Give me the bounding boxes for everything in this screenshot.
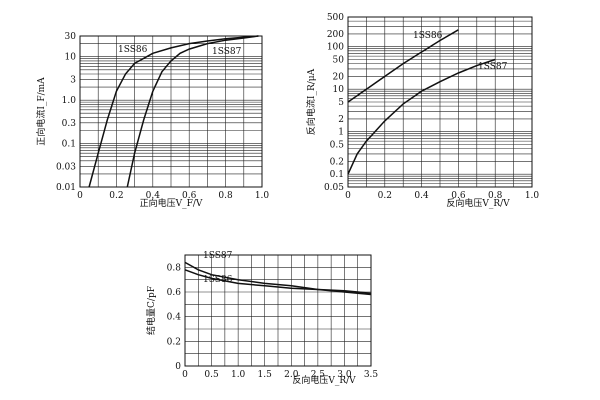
chart-panel-1: 0 0.2 0.4 0.6 0.8 1.0 0.01 0.03 0.1 0.3 1.0 3 10 30 正向… [35, 32, 269, 209]
y-tick-label: 10 [65, 53, 77, 63]
series-label-1ss86: 1SS86 [203, 275, 233, 285]
series-label-1ss87: 1SS87 [203, 251, 233, 261]
x-tick-label: 0.6 [182, 191, 197, 201]
x-tick-label: 1.5 [258, 370, 273, 380]
y-tick-label: 0.8 [167, 263, 182, 273]
y-tick-label: 0.01 [56, 183, 76, 193]
y-tick-label: 0.1 [330, 170, 344, 180]
y-tick-label: 0.05 [324, 183, 344, 193]
x-axis-label: 正向电压V_F/V [140, 197, 203, 209]
y-tick-label: 50 [333, 56, 345, 66]
grid [184, 254, 372, 367]
y-tick-label: 200 [327, 30, 344, 40]
plot-frame [184, 254, 372, 367]
x-tick-label: 0.5 [204, 370, 219, 380]
y-tick-label: 0 [175, 362, 181, 372]
y-tick-label: 30 [65, 32, 77, 42]
x-tick-label: 1.0 [231, 370, 246, 380]
y-axis-label: 结电量C/pF [145, 286, 157, 335]
y-axis-label: 正向电流I_F/mA [35, 77, 47, 146]
x-tick-label: 0.4 [414, 191, 429, 201]
y-tick-label: 20 [333, 72, 345, 82]
y-tick-label: 0.1 [62, 140, 76, 150]
x-tick-label: 0.8 [488, 191, 503, 201]
x-tick-label: 2.5 [311, 370, 326, 380]
series-line-1ss87 [347, 58, 496, 175]
y-tick-label: 2 [338, 115, 344, 125]
x-tick-label: 0.8 [218, 191, 233, 201]
x-axis-label: 反向电压V_R/V [446, 197, 510, 209]
y-axis-label: 反向电流I_R/μA [305, 68, 317, 135]
y-tick-label: 0.5 [330, 141, 345, 151]
y-tick-label: 0.03 [56, 162, 76, 172]
x-tick-label: 3.5 [364, 370, 379, 380]
y-tick-label: 1 [338, 128, 344, 138]
x-tick-label: 0.6 [451, 191, 466, 201]
x-tick-label: 0.2 [378, 191, 392, 201]
chart-panel-2: 0 0.2 0.4 0.6 0.8 1.0 0.05 0.1 0.2 0.5 1 2 5 10 20 50 10… [305, 13, 539, 209]
y-tick-label: 1.0 [62, 96, 77, 106]
x-tick-label: 0.4 [146, 191, 161, 201]
x-tick-label: 2.0 [284, 370, 299, 380]
series-label-1ss87: 1SS87 [212, 47, 242, 57]
x-tick-label: 1.0 [525, 191, 540, 201]
series-label-1ss86: 1SS86 [118, 45, 148, 55]
x-tick-label: 0 [345, 191, 351, 201]
y-tick-label: 0.2 [330, 157, 344, 167]
grid [79, 35, 263, 188]
y-tick-label: 0.4 [167, 313, 182, 323]
y-tick-label: 500 [327, 13, 344, 23]
x-tick-label: 3.0 [337, 370, 352, 380]
plot-frame [79, 35, 263, 188]
grid [347, 16, 533, 188]
x-tick-label: 0 [77, 191, 83, 201]
series-line-1ss86 [347, 29, 459, 103]
x-tick-label: 1.0 [255, 191, 270, 201]
series-line-1ss86 [184, 269, 372, 294]
chart-panel-3: 0 0.5 1.0 1.5 2.0 2.5 3.0 3.5 0 0.2 0.4 0.6 0.8 反向电压V… [145, 251, 378, 386]
y-tick-label: 0.3 [62, 119, 77, 129]
x-tick-label: 0 [182, 370, 188, 380]
y-tick-label: 5 [338, 98, 344, 108]
x-tick-label: 0.2 [109, 191, 123, 201]
series-label-1ss86: 1SS86 [413, 31, 443, 41]
series-label-1ss87: 1SS87 [478, 62, 508, 72]
y-tick-label: 3 [70, 75, 76, 85]
y-tick-label: 10 [333, 85, 345, 95]
y-tick-label: 0.6 [167, 288, 182, 298]
series-line-1ss87 [126, 35, 259, 188]
x-axis-label: 反向电压V_R/V [292, 374, 356, 386]
series-line-1ss86 [88, 35, 259, 188]
series-line-1ss87 [184, 261, 372, 296]
y-tick-label: 0.2 [167, 337, 181, 347]
y-tick-label: 100 [327, 43, 344, 53]
